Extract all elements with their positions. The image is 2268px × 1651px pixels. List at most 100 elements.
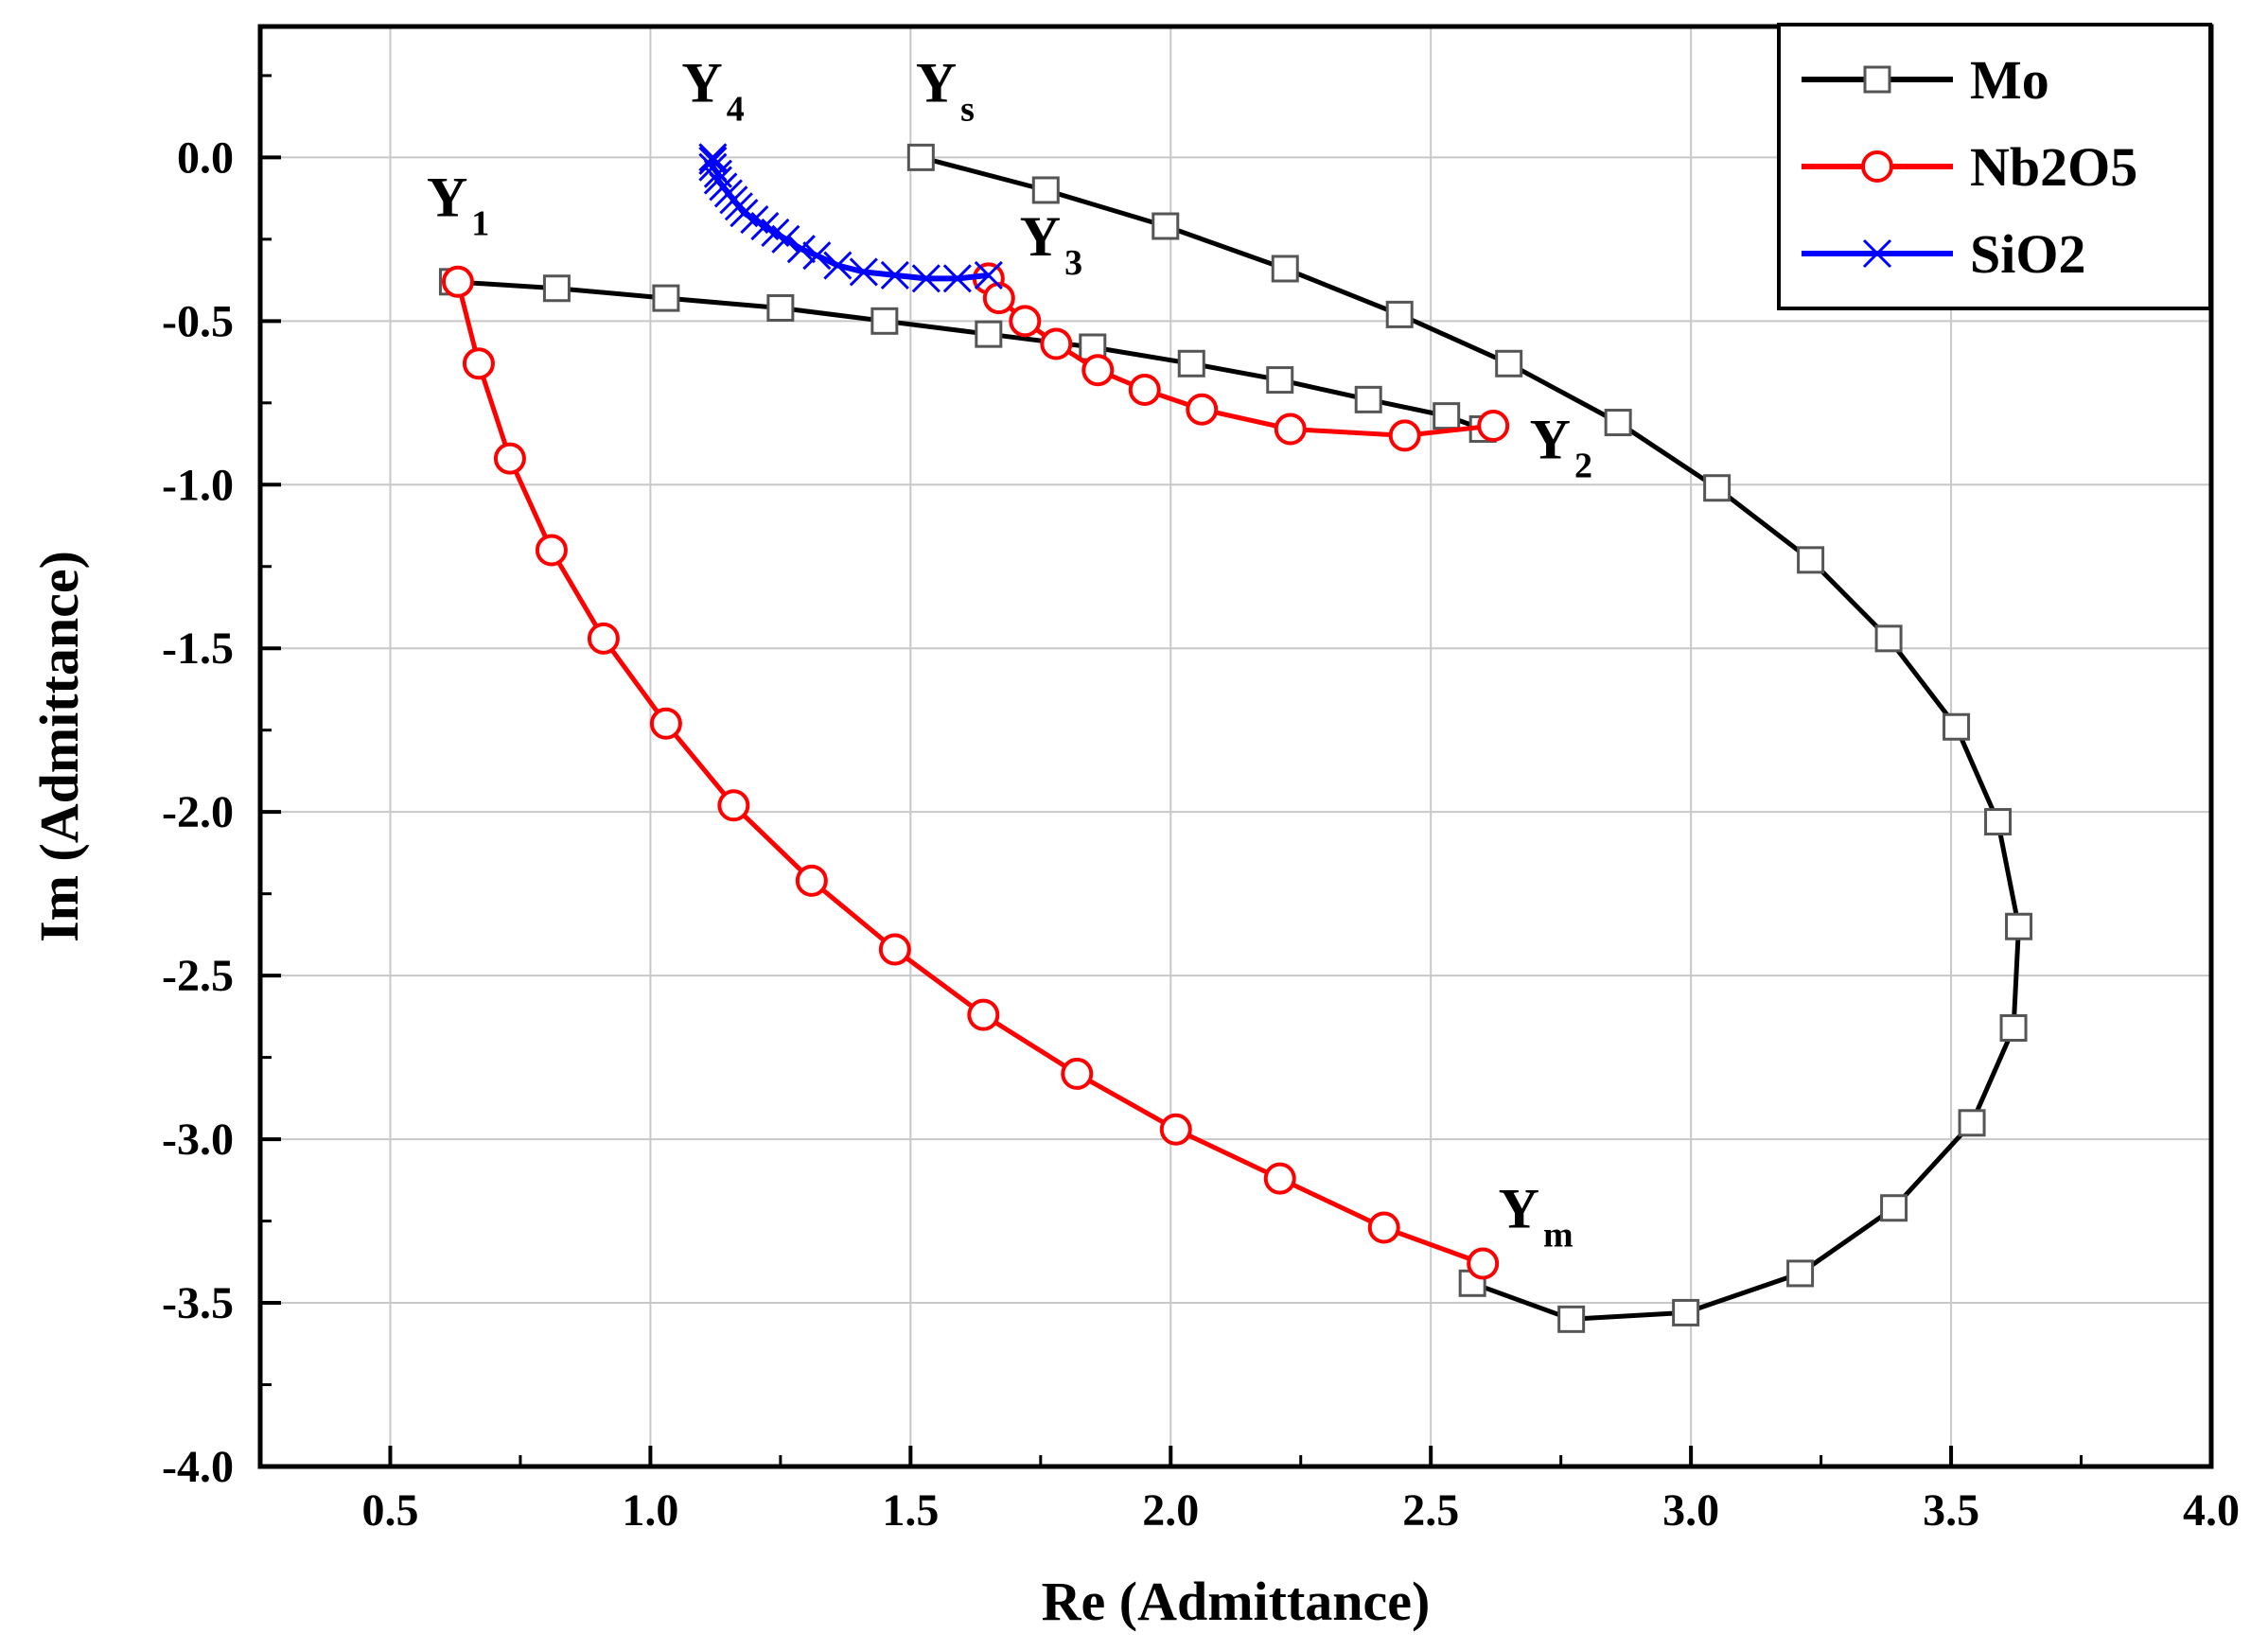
series-nb2o5 (441, 262, 1510, 1280)
x-tick-label: 2.5 (1402, 1485, 1459, 1536)
mo-square-marker (1874, 624, 1903, 653)
nb2o5-circle-marker (1081, 354, 1115, 387)
plot-frame (257, 24, 2214, 1469)
y-tick-label: -1.0 (162, 460, 234, 510)
nb2o5-circle-marker (878, 933, 911, 966)
x-axis-title: Re (Admittance) (1042, 1571, 1431, 1632)
nb2o5-circle-marker (1477, 410, 1510, 443)
annotation-subscript: 3 (1064, 243, 1082, 283)
mo-square-marker (1958, 1109, 1986, 1137)
legend-label-nb2o5: Nb2O5 (1970, 136, 2137, 198)
mo-square-marker (542, 274, 571, 303)
sio2-x-marker (849, 257, 878, 287)
mo-square-marker (1385, 300, 1414, 328)
legend-sio2-x-marker (1862, 238, 1892, 269)
nb2o5-circle-marker (462, 347, 495, 380)
mo-square-marker (1604, 409, 1632, 437)
nb2o5-circle-marker (1467, 1247, 1500, 1280)
mo-square-marker (1495, 349, 1523, 378)
annotation-main: Y (427, 167, 467, 229)
nb2o5-circle-marker (587, 622, 620, 655)
mo-square-marker (1943, 712, 1971, 741)
mo-square-marker (1152, 212, 1180, 240)
annotation-main: Y (1499, 1177, 1539, 1239)
nb2o5-circle-marker (982, 282, 1015, 315)
sio2-x-marker (911, 264, 941, 293)
sio2-x-marker (771, 224, 800, 254)
x-tick-label: 3.0 (1662, 1485, 1719, 1536)
axis-ticks: 0.5 1.0 1.5 2.0 2.5 3.0 3.5 4.0 0.0 -0.5 -1.0 -1.5 -… (162, 74, 2240, 1536)
y-tick-label: -3.0 (162, 1115, 234, 1165)
y-tick-label: -4.0 (162, 1442, 234, 1492)
x-tick-label: 1.0 (622, 1485, 678, 1536)
x-tick-label: 3.5 (1923, 1485, 1979, 1536)
mo-square-marker (1786, 1259, 1815, 1288)
nb2o5-circle-marker (1186, 393, 1219, 426)
nb2o5-circle-marker (1388, 419, 1421, 452)
annotation-subscript: 2 (1574, 447, 1592, 486)
y-tick-label: 0.0 (177, 132, 234, 183)
annotation-main: Y (1020, 205, 1061, 268)
sio2-x-marker (802, 241, 832, 271)
annotation-subscript: s (960, 90, 975, 130)
sio2-x-marker (698, 143, 728, 172)
y-tick-label: -3.5 (162, 1278, 234, 1328)
series-group (438, 143, 2033, 1333)
annotation-main: Y (681, 52, 722, 114)
nb2o5-circle-marker (795, 864, 828, 897)
legend-label-sio2: SiO2 (1970, 223, 2086, 285)
mo-square-marker (1880, 1194, 1908, 1222)
y-axis-title: Im (Admittance) (28, 551, 90, 942)
mo-square-marker (1031, 176, 1060, 204)
nb2o5-circle-marker (1061, 1057, 1094, 1090)
x-tick-label: 1.5 (882, 1485, 939, 1536)
legend: Mo Nb2O5 SiO2 (1777, 23, 2212, 310)
y-tick-label: -1.5 (162, 624, 234, 674)
mo-square-marker (906, 143, 935, 171)
mo-square-marker (1557, 1305, 1586, 1333)
nb2o5-circle-marker (649, 707, 682, 740)
mo-square-marker (1672, 1298, 1700, 1326)
legend-mo-square-marker (1863, 65, 1891, 94)
x-tick-label: 2.0 (1142, 1485, 1199, 1536)
legend-nb2o5-circle-marker (1861, 150, 1893, 183)
mo-square-marker (1797, 546, 1825, 574)
y-tick-label: -2.5 (162, 951, 234, 1001)
sio2-x-marker (786, 235, 816, 264)
y-tick-label: -2.0 (162, 787, 234, 837)
sio2-x-marker (880, 260, 909, 290)
nb2o5-circle-marker (1159, 1113, 1192, 1146)
series-sio2 (698, 143, 1003, 293)
nb2o5-circle-marker (967, 998, 1000, 1031)
mo-square-marker (1354, 385, 1382, 413)
mo-square-marker (766, 293, 795, 322)
mo-square-marker (1433, 402, 1461, 430)
mo-square-marker (870, 307, 899, 335)
annotation-main: Y (916, 52, 957, 114)
nb2o5-circle-marker (1274, 413, 1307, 446)
legend-label-mo: Mo (1970, 49, 2049, 111)
nb2o5-circle-marker (1263, 1162, 1296, 1195)
annotation-main: Y (1530, 409, 1571, 471)
mo-square-marker (2005, 912, 2033, 940)
nb2o5-circle-marker (1367, 1211, 1400, 1244)
nb2o5-circle-marker (1009, 305, 1042, 338)
sio2-x-marker (942, 264, 972, 293)
x-tick-label: 4.0 (2183, 1485, 2240, 1536)
annotation-subscript: 4 (727, 90, 745, 130)
annotation-subscript: 1 (471, 204, 489, 244)
x-tick-label: 0.5 (361, 1485, 418, 1536)
nb2o5-circle-marker (717, 789, 750, 822)
y-tick-label: -0.5 (162, 296, 234, 346)
sio2-x-marker (823, 251, 853, 280)
mo-square-marker (1266, 366, 1294, 395)
mo-square-marker (1177, 349, 1205, 378)
mo-square-marker (652, 284, 680, 312)
annotation-subscript: m (1543, 1215, 1574, 1255)
